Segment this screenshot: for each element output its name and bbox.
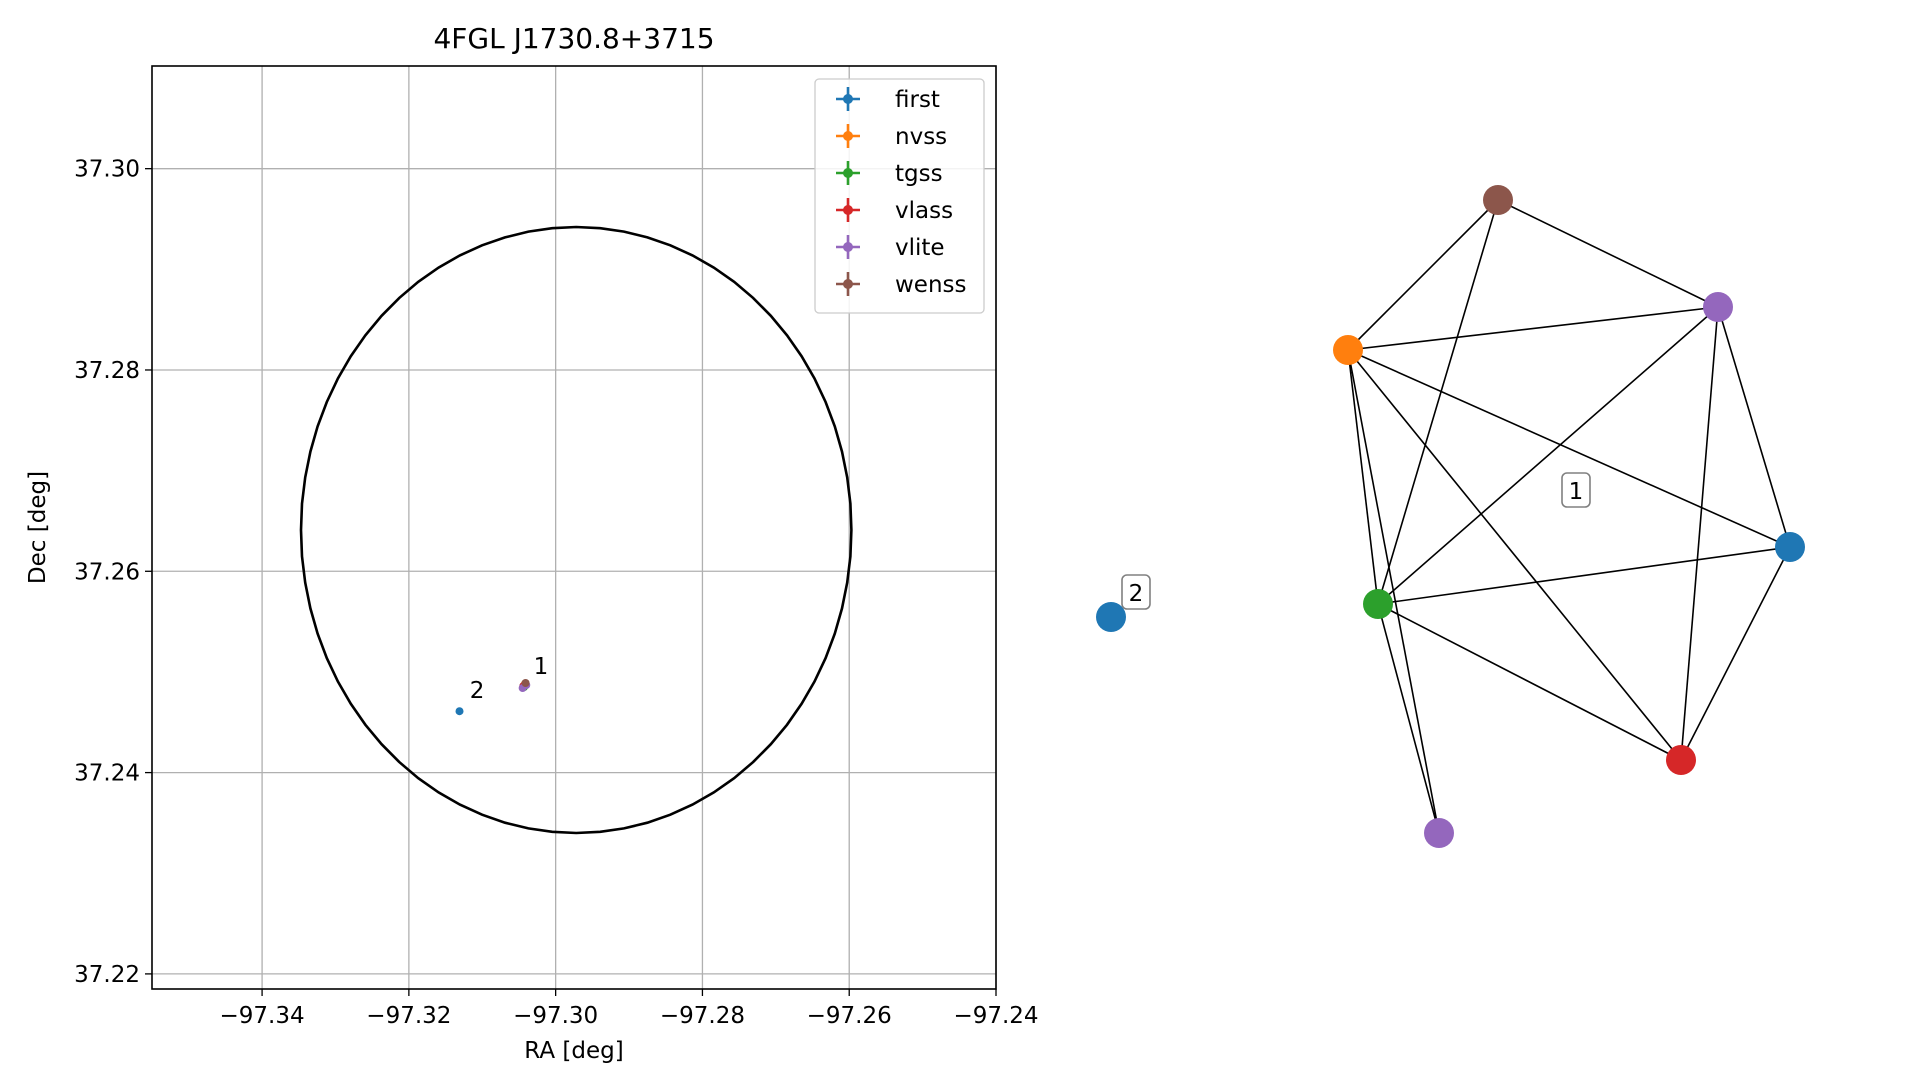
y-tick-label: 37.28 (74, 358, 140, 384)
data-point-first (455, 707, 464, 716)
legend-label-vlass: vlass (895, 198, 953, 224)
graph-edge (1347, 349, 1682, 761)
graph-edge (1680, 306, 1719, 761)
legend-label-vlite: vlite (895, 235, 945, 261)
graph-edge (1377, 603, 1440, 834)
scatter-panel: 12 −97.34 −97.32 −97.30 −97.28 −97.26 −97.24 … (25, 22, 1039, 1064)
graph-panel: 12 (1096, 185, 1805, 848)
legend-label-wenss: wenss (895, 272, 967, 298)
x-tick-label: −97.24 (953, 1003, 1038, 1029)
x-tick-label: −97.30 (513, 1003, 598, 1029)
graph-edge (1377, 546, 1791, 605)
graph-node-vlass (1666, 745, 1696, 775)
graph-node-nvss (1333, 335, 1363, 365)
legend-dot-first (843, 94, 853, 104)
legend-label-tgss: tgss (895, 161, 943, 187)
graph-edge (1497, 199, 1719, 308)
error-ellipse (299, 225, 853, 835)
legend-box (814, 78, 985, 314)
x-tick-label: −97.28 (660, 1003, 745, 1029)
legend-dot-tgss (843, 168, 853, 178)
x-axis-label: RA [deg] (524, 1038, 623, 1064)
cluster-label-box (1561, 472, 1591, 508)
chart-title: 4FGL J1730.8+3715 (433, 22, 714, 55)
graph-edge (1347, 349, 1379, 605)
y-ticks: 37.22 37.24 37.26 37.28 37.30 (74, 157, 152, 988)
x-tick-label: −97.34 (220, 1003, 305, 1029)
legend-dot-vlass (843, 205, 853, 215)
legend-dot-wenss (843, 279, 853, 289)
graph-node-tgss (1363, 589, 1393, 619)
graph-edge (1347, 306, 1719, 351)
data-point-wenss (521, 679, 530, 688)
legend: first nvss tgss vlass vlite wenss (814, 78, 985, 314)
graph-node-vlite-2 (1424, 818, 1454, 848)
y-tick-label: 37.24 (74, 761, 140, 787)
graph-edge (1347, 199, 1499, 351)
graph-edge (1680, 546, 1791, 761)
graph-nodes (1096, 185, 1805, 848)
plot-frame (151, 65, 997, 990)
graph-edge (1347, 349, 1791, 548)
graph-edge (1377, 306, 1719, 605)
y-tick-label: 37.30 (74, 157, 140, 183)
cluster-label: 2 (1129, 581, 1144, 607)
legend-dot-vlite (843, 242, 853, 252)
annotation-layer: 12 (470, 654, 548, 704)
legend-dot-nvss (843, 131, 853, 141)
graph-node-first-1 (1775, 532, 1805, 562)
x-tick-label: −97.26 (807, 1003, 892, 1029)
graph-edges (1347, 199, 1791, 834)
legend-label-nvss: nvss (895, 124, 947, 150)
ellipse-layer (299, 225, 853, 835)
x-ticks: −97.34 −97.32 −97.30 −97.28 −97.26 −97.24 (220, 989, 1039, 1029)
cluster-label-box (1121, 574, 1151, 610)
graph-edge (1377, 603, 1682, 761)
y-axis-label: Dec [deg] (25, 471, 51, 584)
cluster-label: 1 (1569, 479, 1584, 505)
graph-cluster-labels: 12 (1121, 472, 1591, 610)
graph-edge (1377, 199, 1499, 605)
points-layer (455, 679, 531, 716)
y-tick-label: 37.22 (74, 962, 140, 988)
y-tick-label: 37.26 (74, 559, 140, 585)
point-annotation: 2 (470, 678, 485, 704)
graph-node-vlite-1 (1703, 292, 1733, 322)
graph-node-wenss (1483, 185, 1513, 215)
graph-edge (1717, 306, 1791, 548)
graph-node-first-2 (1096, 602, 1126, 632)
x-tick-label: −97.32 (366, 1003, 451, 1029)
legend-label-first: first (895, 87, 940, 113)
point-annotation: 1 (534, 654, 549, 680)
